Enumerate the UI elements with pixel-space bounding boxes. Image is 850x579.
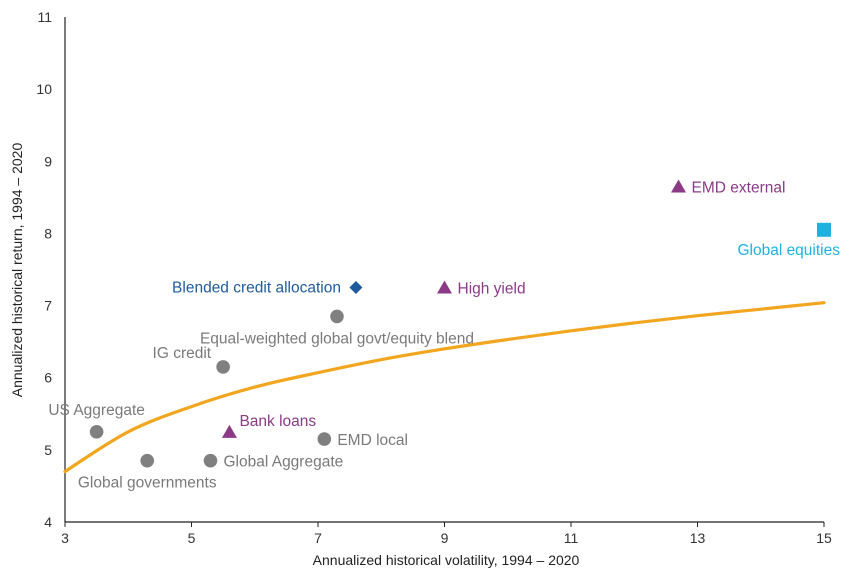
frontier-curve	[63, 301, 826, 474]
point-ig-credit	[216, 360, 230, 374]
label-emd-local: EMD local	[337, 432, 408, 449]
x-tick-label: 5	[188, 530, 196, 546]
y-tick-label: 5	[44, 442, 52, 458]
point-emd-local	[317, 432, 332, 446]
x-tick-label: 11	[564, 530, 579, 546]
x-axis-title: Annualized historical volatility, 1994 –…	[313, 552, 580, 568]
label-us-aggregate: US Aggregate	[48, 402, 145, 419]
point-bank-loans	[221, 424, 237, 438]
label-high-yield: High yield	[458, 281, 526, 298]
y-tick-label: 9	[44, 153, 52, 169]
point-global-aggregate	[203, 453, 218, 468]
x-tick-label: 9	[441, 530, 449, 546]
y-tick-label: 4	[44, 514, 52, 530]
curve-layer	[63, 301, 826, 474]
label-global-equities: Global equities	[737, 242, 840, 259]
label-ig-credit: IG credit	[153, 345, 212, 362]
y-tick-label: 7	[44, 298, 52, 314]
y-tick-label: 11	[37, 9, 52, 25]
label-equal-weighted-global-govt-equity-blend: Equal-weighted global govt/equity blend	[200, 330, 474, 347]
x-tick-label: 3	[61, 530, 69, 546]
point-high-yield	[437, 280, 452, 294]
point-emd-external	[671, 179, 687, 193]
points-layer	[89, 179, 831, 468]
point-global-equities	[817, 222, 831, 237]
point-blended-credit-allocation	[349, 281, 363, 295]
label-emd-external: EMD external	[692, 180, 786, 197]
point-equal-weighted-global-govt-equity-blend	[330, 309, 344, 324]
labels-layer: US Aggregate Global governments Global Agg…	[48, 180, 840, 492]
axes-layer: 3 5 7 9 11 13 15 4 5 6 7 8 9 10 11	[36, 9, 832, 546]
y-axis-title: Annualized historical return, 1994 – 202…	[9, 143, 25, 398]
y-tick-label: 6	[44, 370, 52, 386]
point-us-aggregate	[89, 425, 104, 439]
point-global-governments	[140, 453, 155, 468]
y-tick-label: 8	[44, 225, 52, 241]
x-tick-label: 13	[690, 530, 706, 546]
x-tick-label: 15	[816, 530, 832, 546]
x-tick-label: 7	[314, 530, 322, 546]
label-global-governments: Global governments	[78, 475, 217, 492]
label-global-aggregate: Global Aggregate	[223, 454, 343, 471]
y-tick-label: 10	[36, 81, 52, 97]
label-blended-credit-allocation: Blended credit allocation	[172, 280, 341, 297]
label-bank-loans: Bank loans	[239, 413, 316, 430]
